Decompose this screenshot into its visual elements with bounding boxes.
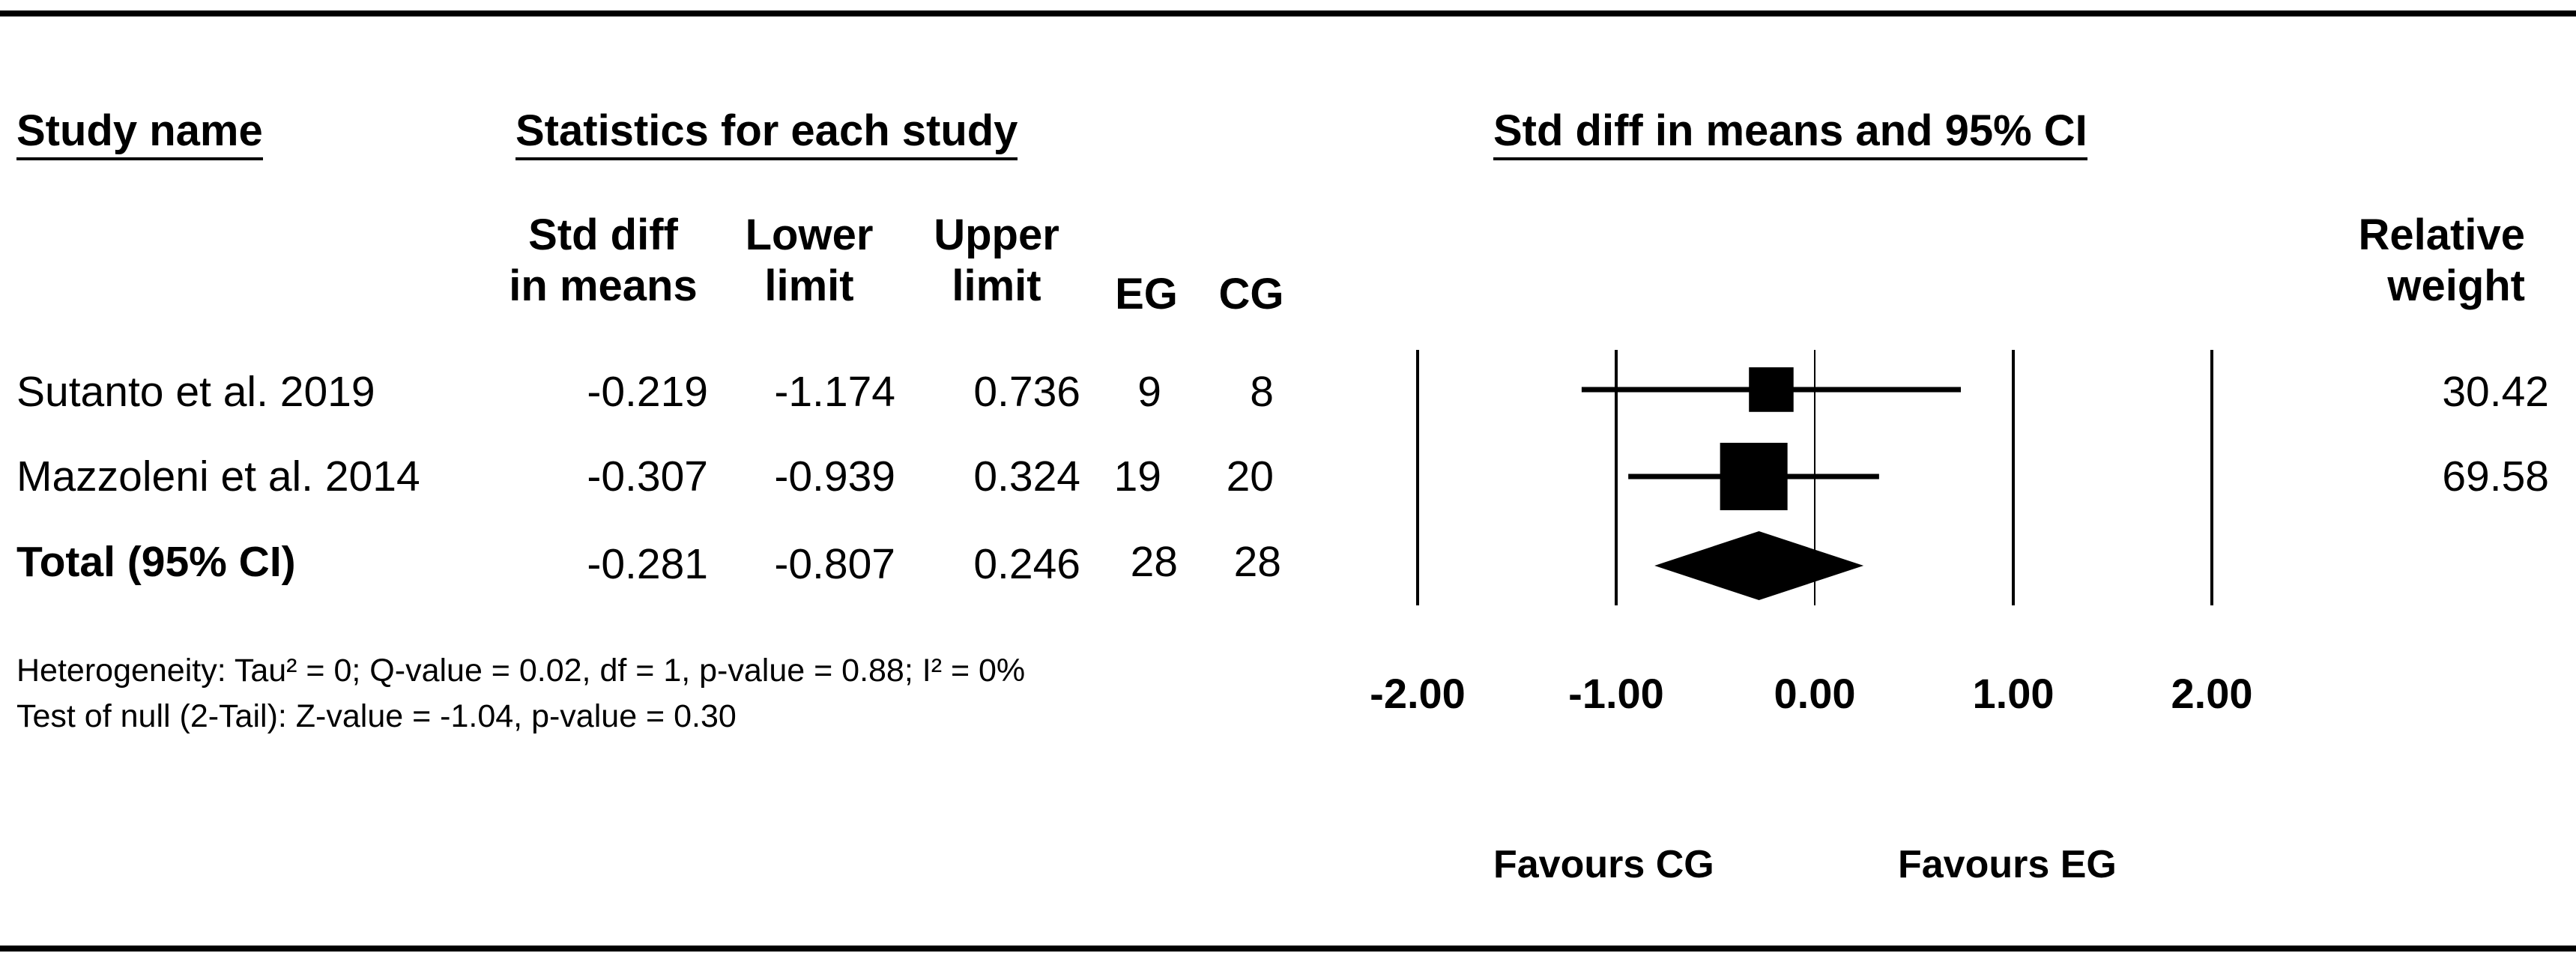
- col-header-lower-line1: Lower: [745, 211, 874, 259]
- col-header-lower-line2: limit: [764, 261, 854, 311]
- study-effect-square: [1749, 367, 1794, 412]
- study-eg: 9: [1137, 368, 1161, 416]
- col-header-lower: Lower limit: [727, 210, 892, 312]
- x-tick-label: 2.00: [2171, 670, 2253, 717]
- study-upper: 0.736: [973, 368, 1080, 416]
- total-cg: 28: [1233, 538, 1281, 586]
- study-name: Sutanto et al. 2019: [16, 368, 375, 416]
- x-tick-label: -1.00: [1568, 670, 1664, 717]
- col-header-smd-line1: Std diff: [528, 211, 678, 259]
- study-name-header: Study name: [16, 109, 263, 160]
- favours-left-label: Favours CG: [1493, 843, 1714, 886]
- col-header-smd: Std diff in means: [491, 210, 716, 312]
- col-header-cg: CG: [1218, 270, 1284, 318]
- x-tick-label: 1.00: [1972, 670, 2055, 717]
- x-tick-label: -2.00: [1370, 670, 1466, 717]
- col-header-eg: EG: [1115, 270, 1178, 318]
- col-header-upper: Upper limit: [914, 210, 1079, 312]
- col-header-weight: Relative weight: [2308, 210, 2525, 312]
- x-tick-label: 0.00: [1774, 670, 1856, 717]
- study-name: Mazzoleni et al. 2014: [16, 453, 420, 500]
- favours-right-label: Favours EG: [1898, 843, 2117, 886]
- study-smd: -0.219: [587, 368, 708, 416]
- study-upper: 0.324: [973, 453, 1080, 500]
- col-header-weight-line1: Relative: [2358, 211, 2525, 259]
- study-lower: -1.174: [774, 368, 895, 416]
- col-header-upper-line2: limit: [952, 261, 1041, 311]
- test-null-note: Test of null (2-Tail): Z-value = -1.04, …: [16, 698, 737, 734]
- total-lower: -0.807: [774, 540, 895, 588]
- study-cg: 8: [1250, 368, 1274, 416]
- study-lower: -0.939: [774, 453, 895, 500]
- col-header-weight-line2: weight: [2387, 261, 2525, 311]
- study-effect-square: [1720, 443, 1788, 510]
- col-header-upper-line1: Upper: [934, 211, 1059, 259]
- total-upper: 0.246: [973, 540, 1080, 588]
- heterogeneity-note: Heterogeneity: Tau² = 0; Q-value = 0.02,…: [16, 653, 1026, 689]
- study-smd: -0.307: [587, 453, 708, 500]
- total-eg: 28: [1130, 538, 1178, 586]
- top-rule: [0, 10, 2576, 16]
- study-cg: 20: [1226, 453, 1274, 500]
- pooled-diamond: [1654, 531, 1864, 600]
- total-smd: -0.281: [587, 540, 708, 588]
- study-weight: 69.58: [2442, 453, 2549, 500]
- plot-title: Std diff in means and 95% CI: [1493, 109, 2087, 160]
- col-header-smd-line2: in means: [509, 261, 698, 311]
- bottom-rule: [0, 946, 2576, 952]
- total-name: Total (95% CI): [16, 538, 296, 586]
- study-eg: 19: [1113, 453, 1161, 500]
- study-weight: 30.42: [2442, 368, 2549, 416]
- statistics-header: Statistics for each study: [515, 109, 1018, 160]
